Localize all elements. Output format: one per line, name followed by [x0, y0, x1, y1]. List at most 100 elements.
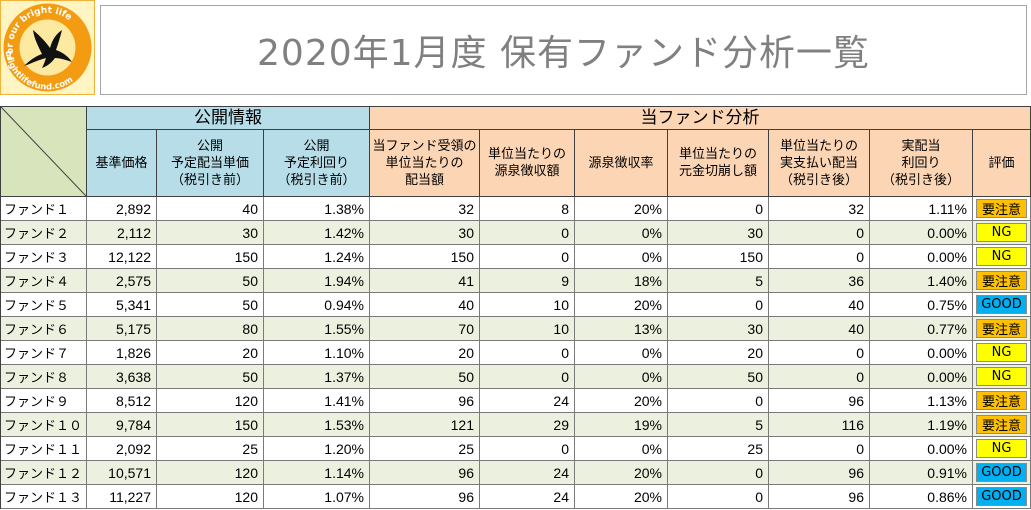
withholding-rate-cell: 19% — [575, 413, 668, 437]
rating-badge: NG — [976, 223, 1027, 242]
published-dividend-cell: 30 — [157, 221, 264, 245]
published-dividend-cell: 50 — [157, 269, 264, 293]
withholding-amount-cell: 0 — [480, 221, 575, 245]
col-header-rating: 評価 — [973, 130, 1031, 197]
published-dividend-cell: 25 — [157, 437, 264, 461]
net-dividend-cell: 96 — [769, 485, 870, 509]
group-header-public: 公開情報 — [87, 107, 370, 130]
published-dividend-cell: 40 — [157, 197, 264, 221]
withholding-amount-cell: 10 — [480, 293, 575, 317]
nav-value-cell: 5,175 — [87, 317, 157, 341]
net-dividend-cell: 0 — [769, 245, 870, 269]
net-yield-cell: 1.11% — [870, 197, 973, 221]
withholding-amount-cell: 24 — [480, 389, 575, 413]
net-dividend-cell: 40 — [769, 317, 870, 341]
net-dividend-cell: 40 — [769, 293, 870, 317]
published-dividend-cell: 150 — [157, 245, 264, 269]
col-header-published-yield: 公開 予定利回り （税引き前） — [264, 130, 370, 197]
rating-badge: NG — [976, 367, 1027, 386]
withholding-rate-cell: 18% — [575, 269, 668, 293]
rating-cell: NG — [973, 245, 1031, 269]
published-yield-cell: 1.14% — [264, 461, 370, 485]
principal-drawdown-cell: 30 — [668, 221, 769, 245]
principal-drawdown-cell: 0 — [668, 389, 769, 413]
col-header-net-dividend: 単位当たりの 実支払い配当 （税引き後） — [769, 130, 870, 197]
net-dividend-cell: 0 — [769, 365, 870, 389]
corner-diagonal — [1, 107, 86, 196]
rating-cell: 要注意 — [973, 413, 1031, 437]
net-dividend-cell: 0 — [769, 221, 870, 245]
withholding-amount-cell: 29 — [480, 413, 575, 437]
rating-cell: NG — [973, 437, 1031, 461]
net-yield-cell: 0.86% — [870, 485, 973, 509]
col-header-published-dividend: 公開 予定配当単価 （税引き前） — [157, 130, 264, 197]
net-dividend-cell: 96 — [769, 389, 870, 413]
net-yield-cell: 0.00% — [870, 437, 973, 461]
published-yield-cell: 1.20% — [264, 437, 370, 461]
logo-graphic: For our bright life brightlifefund.com — [0, 0, 95, 95]
fund-name-cell: ファンド１３ — [1, 485, 87, 509]
rating-badge: 要注意 — [976, 415, 1027, 434]
published-yield-cell: 1.24% — [264, 245, 370, 269]
nav-value-cell: 10,571 — [87, 461, 157, 485]
rating-badge: 要注意 — [976, 319, 1027, 338]
received-dividend-cell: 20 — [370, 341, 480, 365]
withholding-rate-cell: 20% — [575, 293, 668, 317]
net-dividend-cell: 0 — [769, 341, 870, 365]
published-dividend-cell: 20 — [157, 341, 264, 365]
rating-cell: 要注意 — [973, 317, 1031, 341]
net-yield-cell: 1.13% — [870, 389, 973, 413]
principal-drawdown-cell: 5 — [668, 413, 769, 437]
bird-icon — [24, 30, 72, 68]
principal-drawdown-cell: 0 — [668, 461, 769, 485]
withholding-rate-cell: 0% — [575, 341, 668, 365]
rating-badge: GOOD — [976, 487, 1027, 506]
fund-name-cell: ファンド１２ — [1, 461, 87, 485]
withholding-rate-cell: 20% — [575, 197, 668, 221]
nav-value-cell: 12,122 — [87, 245, 157, 269]
fund-name-cell: ファンド１０ — [1, 413, 87, 437]
rating-badge: 要注意 — [976, 199, 1027, 218]
col-header-withholding-amount: 単位当たりの 源泉徴収額 — [480, 130, 575, 197]
title-box: 2020年1月度 保有ファンド分析一覧 — [100, 5, 1027, 95]
published-yield-cell: 1.94% — [264, 269, 370, 293]
received-dividend-cell: 150 — [370, 245, 480, 269]
col-header-received-dividend: 当ファンド受領の 単位当たりの 配当額 — [370, 130, 480, 197]
net-yield-cell: 1.40% — [870, 269, 973, 293]
rating-badge: NG — [976, 343, 1027, 362]
fund-name-cell: ファンド１１ — [1, 437, 87, 461]
fund-name-cell: ファンド８ — [1, 365, 87, 389]
published-yield-cell: 1.41% — [264, 389, 370, 413]
nav-value-cell: 2,575 — [87, 269, 157, 293]
principal-drawdown-cell: 50 — [668, 365, 769, 389]
net-yield-cell: 0.75% — [870, 293, 973, 317]
fund-name-cell: ファンド４ — [1, 269, 87, 293]
published-dividend-cell: 150 — [157, 413, 264, 437]
col-header-nav: 基準価格 — [87, 130, 157, 197]
received-dividend-cell: 25 — [370, 437, 480, 461]
fund-name-cell: ファンド９ — [1, 389, 87, 413]
fund-name-cell: ファンド３ — [1, 245, 87, 269]
nav-value-cell: 2,892 — [87, 197, 157, 221]
principal-drawdown-cell: 0 — [668, 197, 769, 221]
principal-drawdown-cell: 30 — [668, 317, 769, 341]
net-dividend-cell: 32 — [769, 197, 870, 221]
rating-badge: NG — [976, 439, 1027, 458]
principal-drawdown-cell: 0 — [668, 293, 769, 317]
net-dividend-cell: 36 — [769, 269, 870, 293]
principal-drawdown-cell: 5 — [668, 269, 769, 293]
nav-value-cell: 11,227 — [87, 485, 157, 509]
rating-cell: 要注意 — [973, 197, 1031, 221]
net-dividend-cell: 116 — [769, 413, 870, 437]
net-yield-cell: 0.00% — [870, 245, 973, 269]
withholding-amount-cell: 0 — [480, 365, 575, 389]
published-dividend-cell: 80 — [157, 317, 264, 341]
withholding-amount-cell: 9 — [480, 269, 575, 293]
net-yield-cell: 0.00% — [870, 221, 973, 245]
received-dividend-cell: 40 — [370, 293, 480, 317]
withholding-rate-cell: 0% — [575, 437, 668, 461]
withholding-rate-cell: 13% — [575, 317, 668, 341]
received-dividend-cell: 70 — [370, 317, 480, 341]
withholding-amount-cell: 10 — [480, 317, 575, 341]
col-header-principal-drawdown: 単位当たりの 元金切崩し額 — [668, 130, 769, 197]
